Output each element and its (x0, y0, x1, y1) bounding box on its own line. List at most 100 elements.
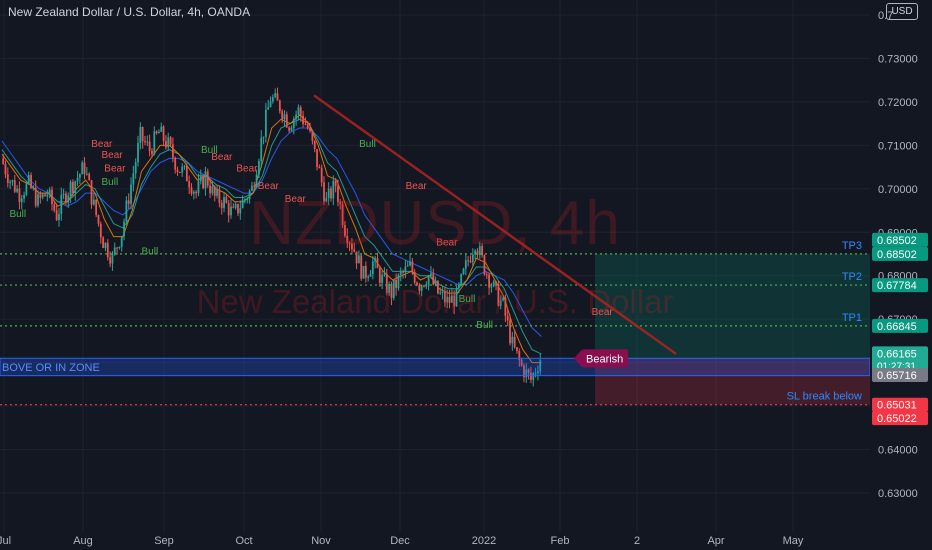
candle[interactable] (134, 162, 137, 174)
candle[interactable] (258, 161, 260, 175)
candle[interactable] (95, 199, 98, 215)
candle[interactable] (27, 174, 30, 184)
candle[interactable] (357, 255, 360, 264)
candle[interactable] (4, 164, 7, 175)
candle[interactable] (476, 250, 479, 255)
candle[interactable] (341, 204, 344, 226)
candle[interactable] (441, 291, 444, 293)
candle[interactable] (81, 162, 84, 175)
candle[interactable] (151, 150, 153, 155)
candle[interactable] (492, 281, 495, 287)
candle[interactable] (532, 373, 535, 380)
candle[interactable] (118, 246, 121, 249)
candle[interactable] (123, 221, 125, 237)
candle[interactable] (67, 195, 70, 203)
candle[interactable] (311, 131, 314, 141)
candle[interactable] (155, 131, 158, 134)
candle[interactable] (423, 285, 425, 287)
candle[interactable] (253, 185, 256, 187)
candle[interactable] (185, 165, 188, 182)
candle[interactable] (295, 114, 298, 119)
candle[interactable] (188, 181, 191, 188)
candle[interactable] (506, 315, 509, 321)
candle[interactable] (455, 287, 458, 307)
stop-area[interactable] (595, 358, 870, 405)
candle[interactable] (158, 131, 160, 134)
trendline[interactable] (313, 94, 677, 355)
candle[interactable] (369, 273, 372, 277)
candle[interactable] (90, 180, 93, 205)
candle[interactable] (55, 210, 58, 221)
candle[interactable] (402, 271, 404, 273)
candle[interactable] (237, 204, 239, 214)
candle[interactable] (209, 185, 211, 194)
candle[interactable] (457, 284, 460, 288)
candle[interactable] (399, 271, 402, 275)
candle[interactable] (246, 199, 249, 201)
candle[interactable] (113, 247, 116, 254)
candle[interactable] (539, 360, 542, 372)
zone-band[interactable] (0, 357, 871, 377)
candle[interactable] (299, 107, 302, 116)
candle[interactable] (355, 251, 358, 264)
candle[interactable] (111, 253, 114, 264)
candle[interactable] (290, 127, 293, 131)
candle[interactable] (497, 283, 500, 306)
candle[interactable] (109, 257, 112, 264)
candle[interactable] (485, 274, 488, 276)
candle[interactable] (297, 107, 300, 115)
candle[interactable] (490, 286, 493, 288)
candle[interactable] (130, 184, 132, 204)
candle[interactable] (316, 149, 318, 167)
candle[interactable] (227, 202, 230, 216)
candle[interactable] (85, 173, 88, 175)
candle[interactable] (413, 271, 416, 283)
candle[interactable] (420, 285, 423, 291)
candle[interactable] (523, 365, 525, 378)
candle[interactable] (72, 181, 74, 194)
candle[interactable] (453, 295, 456, 307)
candle[interactable] (525, 369, 528, 378)
candle[interactable] (348, 243, 351, 245)
candle[interactable] (65, 193, 67, 203)
candle[interactable] (530, 372, 532, 380)
candle[interactable] (46, 194, 49, 197)
candle[interactable] (385, 274, 388, 293)
candle[interactable] (534, 373, 537, 375)
candle[interactable] (165, 141, 167, 148)
candle[interactable] (162, 126, 165, 142)
candle[interactable] (432, 273, 435, 285)
candle[interactable] (106, 242, 109, 258)
candle[interactable] (139, 127, 142, 143)
candle[interactable] (437, 280, 439, 294)
candle[interactable] (171, 144, 174, 158)
candle[interactable] (406, 265, 409, 267)
candle[interactable] (346, 235, 349, 244)
candle[interactable] (444, 291, 446, 303)
candle[interactable] (78, 174, 81, 178)
candle[interactable] (448, 296, 451, 303)
candle[interactable] (439, 292, 442, 294)
candle[interactable] (304, 124, 307, 126)
candle[interactable] (381, 274, 384, 283)
candle[interactable] (450, 295, 453, 303)
candle[interactable] (404, 266, 407, 273)
candle[interactable] (537, 371, 539, 374)
candle[interactable] (195, 191, 198, 194)
candle[interactable] (374, 258, 377, 262)
target-levels[interactable]: TP3 TP2 TP1 SL break below (0, 240, 870, 406)
candle[interactable] (409, 261, 411, 266)
candle[interactable] (60, 194, 63, 214)
candle[interactable] (32, 187, 35, 189)
candle[interactable] (469, 261, 472, 263)
candle[interactable] (141, 127, 144, 142)
candle[interactable] (120, 236, 123, 247)
candle[interactable] (360, 255, 363, 279)
candle[interactable] (462, 268, 465, 275)
currency-button[interactable]: USD (886, 3, 918, 20)
candle[interactable] (146, 141, 149, 143)
candle[interactable] (97, 214, 100, 224)
candle[interactable] (504, 297, 507, 316)
candle[interactable] (239, 208, 242, 214)
candle[interactable] (137, 142, 139, 163)
